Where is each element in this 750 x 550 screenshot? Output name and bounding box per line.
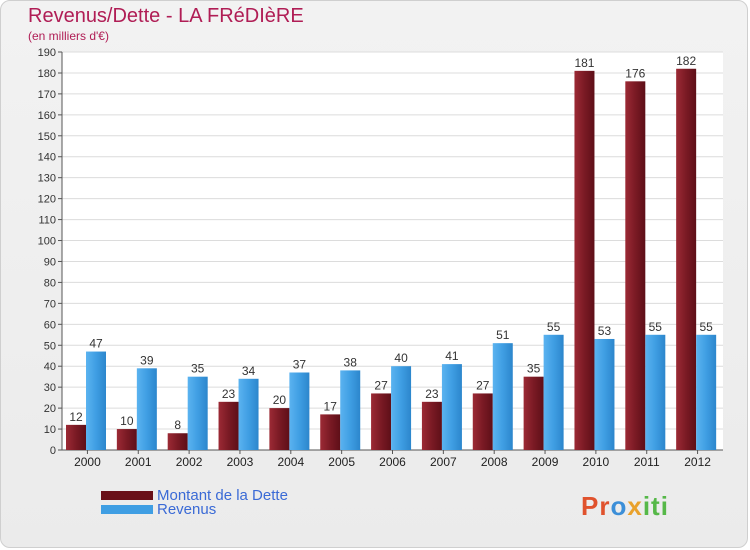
y-tick-label: 190: [38, 47, 56, 59]
revenue-value-label: 38: [344, 355, 358, 369]
x-tick-label: 2007: [430, 455, 457, 469]
x-tick-label: 2011: [634, 455, 660, 469]
debt-value-label: 27: [374, 378, 388, 392]
debt-bar: [676, 68, 697, 450]
legend-swatch-revenue: [101, 504, 153, 514]
revenue-value-label: 35: [191, 362, 205, 376]
debt-bar: [472, 393, 493, 450]
debt-value-label: 176: [625, 66, 645, 80]
debt-value-label: 10: [120, 414, 134, 428]
revenue-value-label: 40: [394, 351, 408, 365]
revenue-bar: [696, 334, 717, 450]
debt-value-label: 23: [425, 387, 439, 401]
x-tick-label: 2005: [328, 455, 355, 469]
debt-value-label: 181: [574, 56, 594, 70]
revenue-value-label: 41: [445, 349, 459, 363]
debt-bar: [574, 70, 595, 450]
revenue-value-label: 53: [598, 324, 612, 338]
revenue-bar: [86, 351, 106, 450]
debt-value-label: 20: [273, 393, 287, 407]
debt-value-label: 17: [324, 399, 338, 413]
revenue-value-label: 55: [649, 320, 663, 334]
debt-bar: [523, 376, 544, 450]
y-tick-label: 100: [38, 236, 56, 248]
debt-value-label: 27: [476, 378, 490, 392]
debt-bar: [66, 424, 86, 450]
y-tick-label: 120: [38, 194, 56, 206]
revenue-bar: [289, 372, 310, 450]
debt-value-label: 182: [676, 54, 696, 68]
revenue-bar: [441, 364, 462, 450]
revenue-value-label: 37: [293, 357, 307, 371]
debt-bar: [167, 433, 188, 450]
revenue-bar: [492, 343, 513, 450]
revenue-bar: [391, 366, 412, 450]
revenue-value-label: 55: [699, 320, 713, 334]
debt-bar: [421, 401, 442, 450]
debt-value-label: 8: [174, 418, 181, 432]
x-tick-label: 2003: [227, 455, 254, 469]
revenue-bar: [238, 378, 259, 450]
y-tick-label: 40: [44, 361, 56, 373]
y-tick-label: 50: [44, 340, 56, 352]
y-tick-label: 140: [38, 152, 56, 164]
x-tick-label: 2006: [379, 455, 406, 469]
x-tick-label: 2008: [481, 455, 508, 469]
debt-bar: [116, 429, 137, 450]
revenue-bar: [645, 334, 666, 450]
proxiti-logo: Proxiti: [581, 491, 669, 521]
legend-label-revenue: Revenus: [157, 500, 217, 518]
y-tick-label: 150: [38, 131, 56, 143]
x-tick-label: 2004: [277, 455, 304, 469]
chart-subtitle: (en milliers d'€): [28, 29, 109, 43]
legend-item-debt: Montant de la Dette: [101, 486, 288, 504]
debt-value-label: 23: [222, 387, 236, 401]
debt-value-label: 35: [527, 362, 541, 376]
x-tick-label: 2001: [125, 455, 152, 469]
debt-bar: [371, 393, 392, 450]
y-tick-label: 170: [38, 89, 56, 101]
legend-swatch-debt: [101, 490, 153, 500]
y-tick-label: 30: [44, 382, 56, 394]
x-tick-label: 2009: [532, 455, 559, 469]
debt-bar: [218, 401, 239, 450]
debt-bar: [320, 414, 341, 450]
legend-label-debt: Montant de la Dette: [157, 486, 288, 504]
revenue-bar: [594, 338, 615, 450]
y-tick-label: 0: [50, 445, 56, 457]
revenue-value-label: 34: [242, 364, 256, 378]
y-tick-label: 130: [38, 173, 56, 185]
y-tick-label: 80: [44, 277, 56, 289]
x-tick-label: 2002: [176, 455, 203, 469]
revenue-bar: [136, 368, 157, 450]
revenue-value-label: 39: [140, 353, 154, 367]
y-tick-label: 160: [38, 110, 56, 122]
revenue-bar: [187, 376, 208, 450]
y-tick-label: 180: [38, 68, 56, 80]
debt-bar: [269, 408, 290, 450]
y-tick-label: 60: [44, 319, 56, 331]
revenue-bar: [340, 370, 361, 450]
x-tick-label: 2000: [74, 455, 101, 469]
revenue-bar: [543, 334, 564, 450]
revenue-value-label: 47: [89, 337, 103, 351]
y-tick-label: 10: [44, 424, 56, 436]
x-tick-label: 2012: [684, 455, 711, 469]
debt-value-label: 12: [69, 410, 83, 424]
revenue-value-label: 55: [547, 320, 561, 334]
debt-bar: [625, 81, 646, 450]
revenue-value-label: 51: [496, 328, 510, 342]
y-tick-label: 110: [38, 215, 56, 227]
y-tick-label: 90: [44, 256, 56, 268]
chart-title: Revenus/Dette - LA FRéDIèRE: [28, 5, 304, 27]
y-tick-label: 20: [44, 403, 56, 415]
legend-item-revenue: Revenus: [101, 500, 217, 518]
x-tick-label: 2010: [583, 455, 610, 469]
y-tick-label: 70: [44, 298, 56, 310]
